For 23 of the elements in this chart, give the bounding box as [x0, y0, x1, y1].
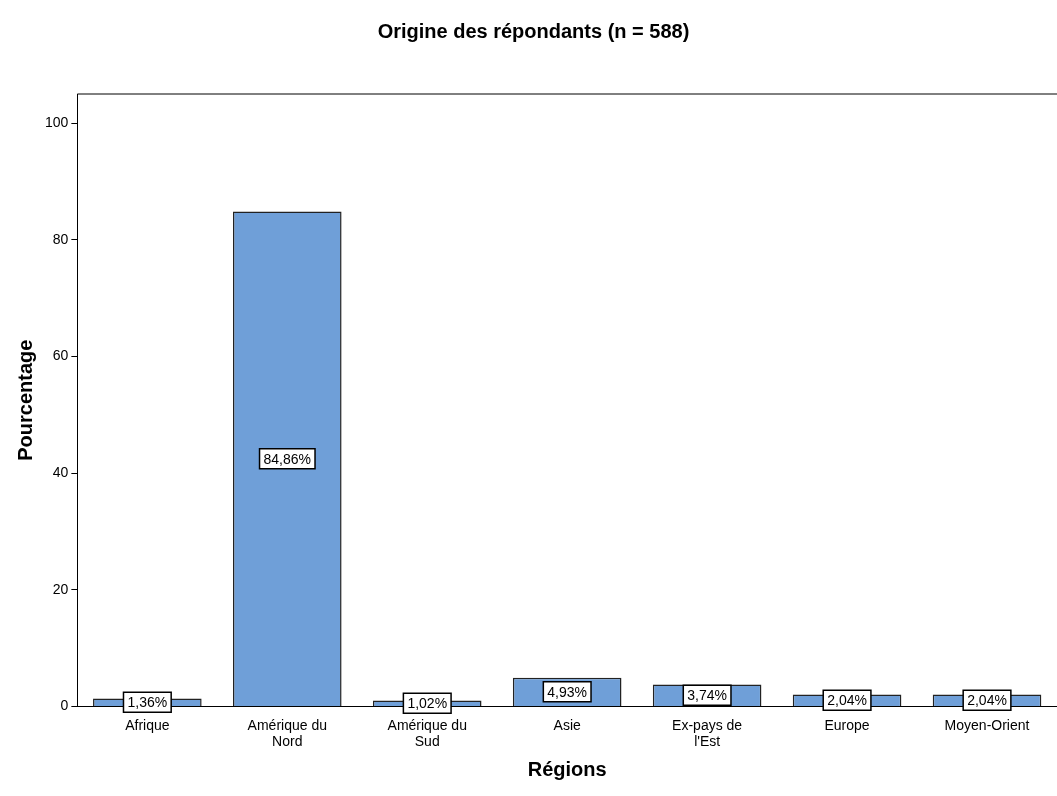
data-label: 1,36% [127, 694, 168, 711]
data-label: 2,04% [827, 692, 867, 709]
y-tick-label: 0 [60, 697, 69, 714]
y-tick-label: 60 [52, 347, 69, 364]
x-tick-label: Europe [824, 716, 870, 733]
x-tick-label: Afrique [125, 716, 170, 733]
data-label: 1,02% [407, 695, 448, 712]
x-tick-label: Moyen-Orient [944, 716, 1030, 733]
y-tick-label: 20 [52, 580, 69, 597]
x-tick-label: Ex-pays de l'Est [672, 716, 743, 750]
y-tick-label: 100 [45, 114, 69, 131]
data-label: 3,74% [687, 687, 727, 704]
data-label: 4,93% [547, 683, 588, 700]
x-tick-label: Amérique du Nord [247, 716, 327, 750]
y-axis-title: Pourcentage [13, 339, 36, 461]
y-tick-label: 80 [52, 230, 69, 247]
x-axis-title: Régions [527, 757, 607, 780]
chart-title: Origine des répondants (n = 588) [377, 19, 690, 42]
x-tick-label: Amérique du Sud [387, 716, 467, 750]
y-tick-label: 40 [52, 463, 69, 480]
data-label: 84,86% [263, 450, 312, 467]
x-tick-label: Asie [553, 716, 582, 733]
data-label: 2,04% [967, 692, 1007, 709]
